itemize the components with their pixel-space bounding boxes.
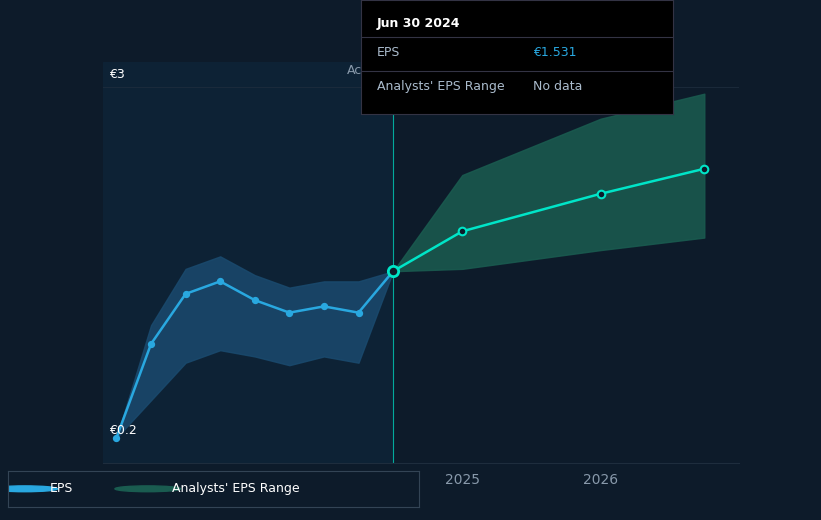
Text: €3: €3 [109, 68, 126, 81]
Point [387, 267, 400, 276]
Text: Analysts Forecasts: Analysts Forecasts [400, 64, 516, 77]
Point [698, 165, 711, 173]
Point [110, 434, 123, 442]
Bar [103, 62, 393, 463]
Point [318, 302, 331, 310]
Point [387, 267, 400, 276]
Text: EPS: EPS [377, 46, 400, 59]
Text: No data: No data [533, 80, 582, 93]
Point [387, 267, 400, 276]
Point [179, 290, 192, 298]
Text: €1.531: €1.531 [533, 46, 576, 59]
Text: Analysts' EPS Range: Analysts' EPS Range [377, 80, 504, 93]
Circle shape [0, 486, 57, 492]
Point [594, 190, 608, 198]
Text: EPS: EPS [49, 483, 72, 495]
Point [144, 340, 158, 348]
Point [456, 227, 469, 236]
Point [248, 296, 261, 304]
Text: Analysts' EPS Range: Analysts' EPS Range [172, 483, 300, 495]
Text: Actual: Actual [347, 64, 386, 77]
Point [213, 277, 227, 285]
Text: Jun 30 2024: Jun 30 2024 [377, 17, 461, 30]
Text: €0.2: €0.2 [109, 423, 137, 436]
Point [282, 308, 296, 317]
Circle shape [115, 486, 181, 492]
Point [352, 308, 365, 317]
